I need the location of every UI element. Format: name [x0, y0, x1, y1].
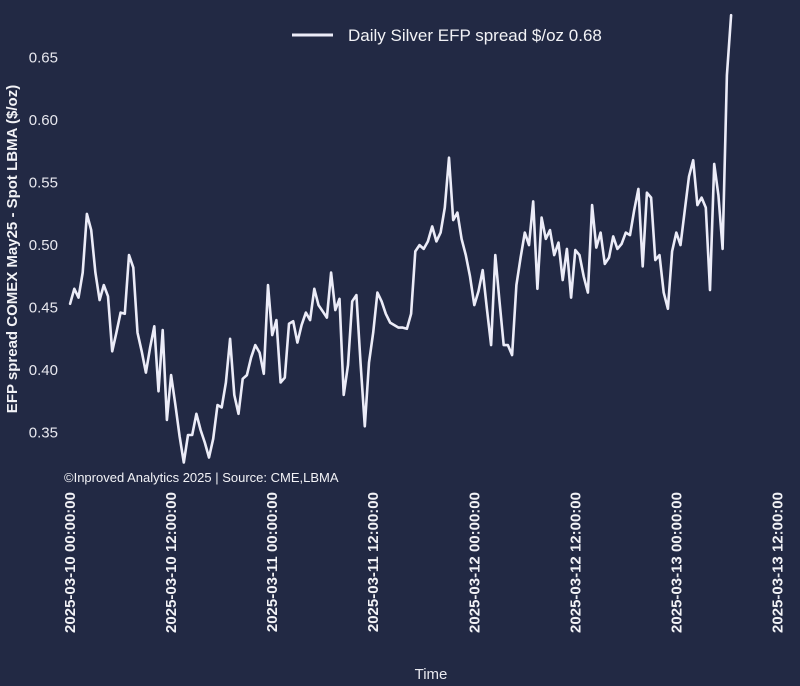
y-axis-label: EFP spread COMEX May25 - Spot LBMA ($/oz… — [4, 85, 21, 413]
y-tick-label: 0.65 — [29, 50, 58, 67]
x-tick-label: 2025-03-12 12:00:00 — [567, 492, 584, 633]
x-tick-label: 2025-03-11 12:00:00 — [365, 492, 382, 632]
y-tick-label: 0.50 — [29, 237, 58, 254]
y-tick-label: 0.45 — [29, 300, 58, 317]
y-axis-ticks: 0.35 0.40 0.45 0.50 0.55 0.60 0.65 — [29, 50, 58, 442]
x-tick-label: 2025-03-13 12:00:00 — [769, 492, 786, 633]
legend: Daily Silver EFP spread $/oz 0.68 — [292, 26, 602, 45]
y-tick-label: 0.40 — [29, 362, 58, 379]
y-tick-label: 0.60 — [29, 112, 58, 129]
efp-spread-line — [68, 13, 733, 464]
x-axis-label: Time — [415, 666, 448, 683]
x-tick-label: 2025-03-13 00:00:00 — [668, 492, 685, 633]
x-axis-ticks: 2025-03-10 00:00:00 2025-03-10 12:00:00 20… — [62, 492, 786, 633]
x-tick-label: 2025-03-12 00:00:00 — [466, 492, 483, 633]
x-tick-label: 2025-03-10 12:00:00 — [163, 492, 180, 633]
x-tick-label: 2025-03-10 00:00:00 — [62, 492, 79, 633]
source-credit: ©Inproved Analytics 2025 | Source: CME,L… — [64, 470, 339, 485]
y-tick-label: 0.35 — [29, 425, 58, 442]
legend-label: Daily Silver EFP spread $/oz 0.68 — [348, 26, 602, 45]
x-tick-label: 2025-03-11 00:00:00 — [264, 492, 281, 632]
y-tick-label: 0.55 — [29, 175, 58, 192]
